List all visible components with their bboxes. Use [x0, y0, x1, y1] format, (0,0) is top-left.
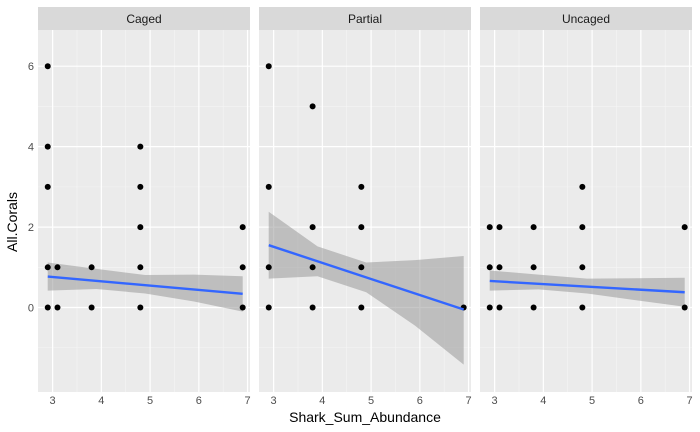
confidence-band: [489, 270, 685, 307]
x-axis-title: Shark_Sum_Abundance: [289, 409, 441, 425]
data-point: [530, 264, 537, 271]
x-tick-label: 5: [147, 395, 153, 407]
x-tick-label: 3: [50, 395, 56, 407]
data-point: [309, 103, 316, 110]
facet-strip: [480, 7, 692, 30]
x-tick-label: 7: [687, 395, 693, 407]
data-point: [44, 304, 51, 311]
y-tick-label: 6: [28, 61, 34, 73]
facet-strip: [259, 7, 471, 30]
y-tick-label: 4: [28, 142, 34, 154]
data-point: [309, 304, 316, 311]
data-point: [44, 183, 51, 190]
data-point: [579, 264, 586, 271]
x-tick-label: 5: [368, 395, 374, 407]
data-point: [496, 304, 503, 311]
data-point: [54, 304, 61, 311]
data-point: [496, 264, 503, 271]
facet-panel-uncaged: Uncaged 3 4 5 6 7: [480, 7, 693, 407]
data-point: [265, 63, 272, 70]
y-tick-label: 0: [28, 303, 34, 315]
data-point: [44, 143, 51, 150]
data-point: [486, 224, 493, 231]
data-point: [239, 264, 246, 271]
panels-layer: 0 2 4 6 Caged 3 4 5 6 7 Partial 3 4 5 6 7 Uncaged 3 4 5 6 7: [28, 7, 693, 407]
x-tick-label: 4: [540, 395, 546, 407]
x-tick-label: 6: [638, 395, 644, 407]
data-point: [309, 264, 316, 271]
data-point: [54, 264, 61, 271]
data-point: [309, 224, 316, 231]
x-tick-label: 5: [589, 395, 595, 407]
data-point: [137, 183, 144, 190]
facet-strip-label: Partial: [348, 12, 382, 26]
x-tick-label: 6: [417, 395, 423, 407]
data-point: [88, 304, 95, 311]
x-tick-label: 7: [245, 395, 251, 407]
regression-line: [47, 275, 243, 296]
panel-background: [38, 30, 250, 392]
data-point: [137, 143, 144, 150]
x-tick-label: 6: [196, 395, 202, 407]
data-point: [358, 304, 365, 311]
panel-background: [480, 30, 692, 392]
facet-strip-label: Caged: [126, 12, 161, 26]
data-point: [486, 304, 493, 311]
x-tick-label: 4: [319, 395, 325, 407]
data-point: [265, 304, 272, 311]
data-point: [88, 264, 95, 271]
x-tick-label: 7: [466, 395, 472, 407]
data-point: [44, 264, 51, 271]
x-tick-label: 3: [271, 395, 277, 407]
data-point: [579, 183, 586, 190]
data-point: [358, 183, 365, 190]
data-point: [44, 63, 51, 70]
data-point: [137, 264, 144, 271]
x-tick-label: 3: [492, 395, 498, 407]
data-point: [358, 224, 365, 231]
data-point: [265, 183, 272, 190]
facet-panel-partial: Partial 3 4 5 6 7: [259, 7, 472, 407]
data-point: [486, 264, 493, 271]
data-point: [530, 224, 537, 231]
x-tick-label: 4: [98, 395, 104, 407]
facet-strip: [38, 7, 250, 30]
data-point: [681, 304, 688, 311]
data-point: [681, 224, 688, 231]
y-axis-title: All.Corals: [4, 192, 20, 252]
regression-line: [268, 244, 465, 311]
data-point: [358, 264, 365, 271]
regression-line: [489, 279, 685, 294]
confidence-band: [47, 262, 243, 312]
data-point: [530, 304, 537, 311]
data-point: [265, 264, 272, 271]
data-point: [239, 304, 246, 311]
confidence-band: [268, 211, 464, 365]
facet-strip-label: Uncaged: [562, 12, 610, 26]
facet-panel-caged: Caged 3 4 5 6 7: [38, 7, 251, 407]
data-point: [137, 224, 144, 231]
data-point: [239, 224, 246, 231]
data-point: [137, 304, 144, 311]
y-tick-label: 2: [28, 222, 34, 234]
data-point: [496, 224, 503, 231]
data-point: [579, 304, 586, 311]
data-point: [579, 224, 586, 231]
